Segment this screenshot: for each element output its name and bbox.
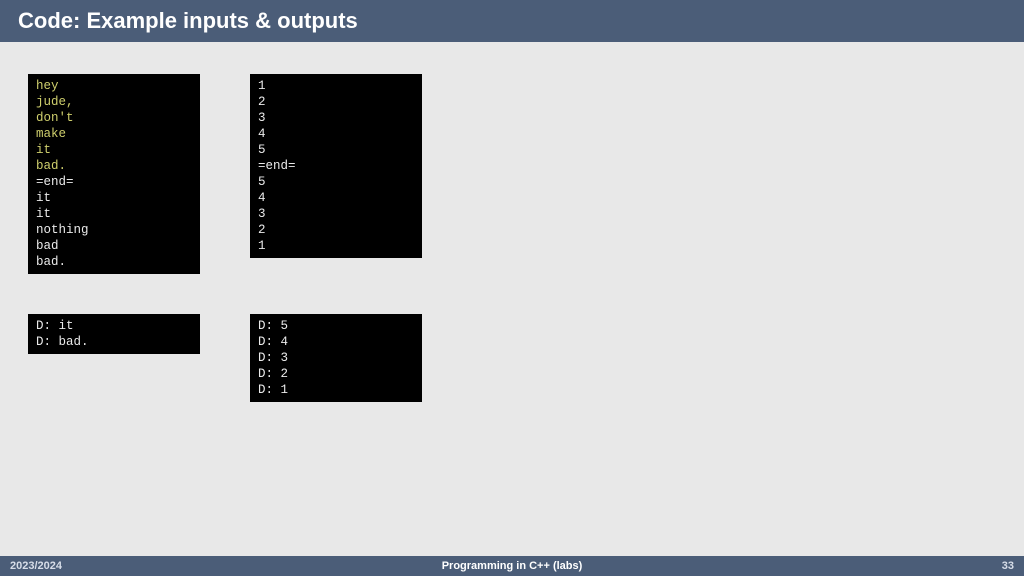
code-line: 2 [258, 94, 414, 110]
code-line: 5 [258, 142, 414, 158]
box-output-2: D: 5D: 4D: 3D: 2D: 1 [250, 314, 422, 402]
code-line: bad. [36, 254, 192, 270]
code-line: =end= [258, 158, 414, 174]
code-line: 1 [258, 78, 414, 94]
code-line: 1 [258, 238, 414, 254]
code-line: 3 [258, 206, 414, 222]
code-line: =end= [36, 174, 192, 190]
box-input-2: 12345=end=54321 [250, 74, 422, 258]
code-line: jude, [36, 94, 192, 110]
code-line: nothing [36, 222, 192, 238]
slide-footer: 2023/2024 Programming in C++ (labs) 33 [0, 556, 1024, 576]
code-line: D: 2 [258, 366, 414, 382]
code-line: make [36, 126, 192, 142]
slide-header: Code: Example inputs & outputs [0, 0, 1024, 42]
footer-center: Programming in C++ (labs) [0, 560, 1024, 572]
code-line: D: 5 [258, 318, 414, 334]
code-line: 5 [258, 174, 414, 190]
code-line: D: 1 [258, 382, 414, 398]
code-line: hey [36, 78, 192, 94]
code-line: D: it [36, 318, 192, 334]
code-line: it [36, 206, 192, 222]
code-line: it [36, 190, 192, 206]
code-line: 4 [258, 126, 414, 142]
code-line: D: 4 [258, 334, 414, 350]
box-output-1: D: itD: bad. [28, 314, 200, 354]
code-line: bad [36, 238, 192, 254]
code-line: 4 [258, 190, 414, 206]
code-line: 2 [258, 222, 414, 238]
code-line: bad. [36, 158, 192, 174]
code-line: D: 3 [258, 350, 414, 366]
code-line: it [36, 142, 192, 158]
slide-content: heyjude,don'tmakeitbad.=end=ititnothingb… [0, 42, 1024, 556]
code-line: 3 [258, 110, 414, 126]
box-input-1: heyjude,don'tmakeitbad.=end=ititnothingb… [28, 74, 200, 274]
code-line: D: bad. [36, 334, 192, 350]
code-line: don't [36, 110, 192, 126]
slide-title: Code: Example inputs & outputs [18, 8, 358, 33]
